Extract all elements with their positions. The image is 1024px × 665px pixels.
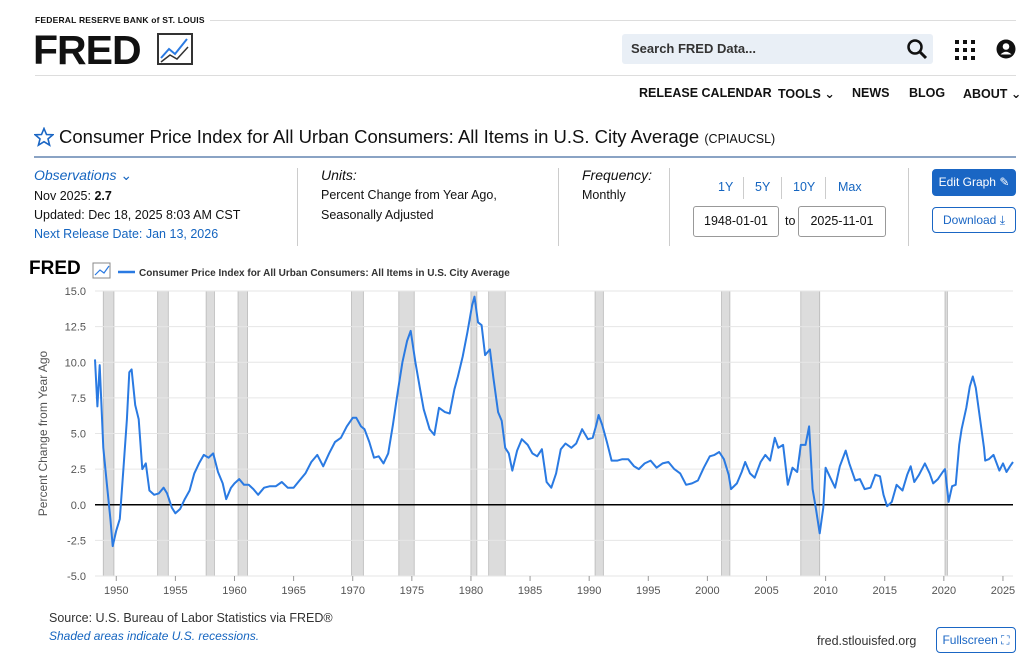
x-tick-label: 2015	[872, 585, 896, 597]
divider	[669, 168, 670, 246]
favorite-star[interactable]	[34, 127, 54, 147]
y-tick-label: 2.5	[71, 464, 86, 476]
apps-icon[interactable]	[954, 39, 976, 61]
x-tick-label: 1995	[636, 585, 660, 597]
chart: FRED -5.0 -2.5 0.0 2.5 5.0 7.5 10.0 12.5 15.0 195…	[29, 258, 1015, 597]
frequency-label: Frequency:	[582, 167, 653, 183]
chart-logo: FRED	[29, 258, 81, 279]
y-tick-label: 15.0	[65, 286, 86, 298]
nav-item[interactable]: NEWS	[852, 86, 890, 100]
x-tick-label: 2000	[695, 585, 719, 597]
nav-item[interactable]: BLOG	[909, 86, 946, 100]
download-button[interactable]: Download ⤓	[932, 207, 1016, 233]
site-url[interactable]: fred.stlouisfed.org	[817, 634, 917, 648]
series-title: Consumer Price Index for All Urban Consu…	[59, 126, 775, 148]
range-button[interactable]: 10Y	[793, 180, 816, 194]
y-tick-label: 0.0	[71, 500, 86, 512]
divider	[297, 168, 298, 246]
units: Percent Change from Year Ago,	[321, 188, 497, 202]
series-code: (CPIAUCSL)	[704, 132, 776, 146]
search-icon[interactable]	[906, 38, 928, 60]
divider	[908, 168, 909, 246]
nav-item[interactable]: ABOUT ⌄	[963, 87, 1022, 101]
x-tick-label: 1950	[104, 585, 128, 597]
search-box[interactable]	[622, 34, 933, 64]
fullscreen-button[interactable]: Fullscreen ⛶	[936, 627, 1016, 653]
x-tick-label: 1965	[281, 585, 305, 597]
divider	[825, 177, 826, 199]
recession-note: Shaded areas indicate U.S. recessions.	[49, 629, 260, 643]
rule	[210, 20, 1016, 21]
y-tick-label: 10.0	[65, 357, 86, 369]
edit-graph-button[interactable]: Edit Graph ✎	[932, 169, 1016, 196]
nav-label[interactable]: ABOUT	[963, 87, 1008, 101]
chart-logo-icon	[94, 265, 110, 276]
divider	[558, 168, 559, 246]
x-tick-label: 2010	[813, 585, 837, 597]
search-placeholder[interactable]: Search FRED Data...	[631, 41, 756, 56]
y-tick-label: -5.0	[67, 571, 86, 583]
legend-label: Consumer Price Index for All Urban Consu…	[139, 268, 510, 279]
nav-label[interactable]: TOOLS	[778, 87, 821, 101]
units: Seasonally Adjusted	[321, 208, 434, 222]
frequency: Monthly	[582, 188, 626, 202]
y-tick-label: 12.5	[65, 322, 86, 334]
range-button[interactable]: 1Y	[718, 180, 734, 194]
x-tick-label: 1975	[400, 585, 424, 597]
series-line	[94, 295, 1014, 548]
org-name: FEDERAL RESERVE BANK of ST. LOUIS	[35, 15, 205, 25]
y-tick-label: 7.5	[71, 393, 86, 405]
units-label: Units:	[321, 167, 357, 183]
next-release[interactable]: Next Release Date: Jan 13, 2026	[34, 227, 219, 241]
x-tick-label: 2005	[754, 585, 778, 597]
date-separator: to	[785, 214, 796, 228]
value: 2.7	[94, 189, 112, 203]
y-axis-label: Percent Change from Year Ago	[36, 350, 50, 516]
latest-observation: Nov 2025: 2.7	[34, 189, 112, 203]
account-icon[interactable]	[996, 39, 1016, 59]
x-tick-label: 1955	[163, 585, 187, 597]
divider	[781, 177, 782, 199]
source: Source: U.S. Bureau of Labor Statistics …	[49, 611, 333, 625]
rule	[34, 156, 1016, 158]
observations-toggle[interactable]: Observations ⌄	[34, 167, 133, 183]
y-tick-label: -2.5	[67, 535, 86, 547]
nav-item[interactable]: RELEASE CALENDAR	[639, 86, 772, 100]
x-tick-label: 1990	[577, 585, 601, 597]
x-tick-label: 2025	[991, 585, 1015, 597]
label[interactable]: Observations	[34, 167, 117, 183]
x-tick-label: 1970	[340, 585, 364, 597]
x-tick-label: 2020	[932, 585, 956, 597]
end-date[interactable]: 2025-11-01	[798, 206, 886, 237]
label[interactable]: Download	[942, 213, 997, 227]
range-button[interactable]: 5Y	[755, 180, 771, 194]
title: Consumer Price Index for All Urban Consu…	[59, 126, 700, 147]
logo-icon	[157, 33, 193, 65]
y-tick-label: 5.0	[71, 429, 86, 441]
chart-logo-icon	[92, 262, 111, 279]
fred-logo[interactable]: FRED	[33, 27, 142, 73]
updated: Updated: Dec 18, 2025 8:03 AM CST	[34, 208, 241, 222]
x-tick-label: 1980	[459, 585, 483, 597]
label[interactable]: Fullscreen	[942, 633, 998, 647]
start-date[interactable]: 1948-01-01	[693, 206, 779, 237]
nav-item[interactable]: TOOLS ⌄	[778, 87, 835, 101]
divider	[743, 177, 744, 199]
date: Nov 2025:	[34, 189, 91, 203]
rule	[35, 75, 1016, 76]
x-tick-label: 1985	[518, 585, 542, 597]
label[interactable]: Edit Graph	[938, 175, 996, 189]
x-tick-label: 1960	[222, 585, 246, 597]
range-button[interactable]: Max	[838, 180, 862, 194]
